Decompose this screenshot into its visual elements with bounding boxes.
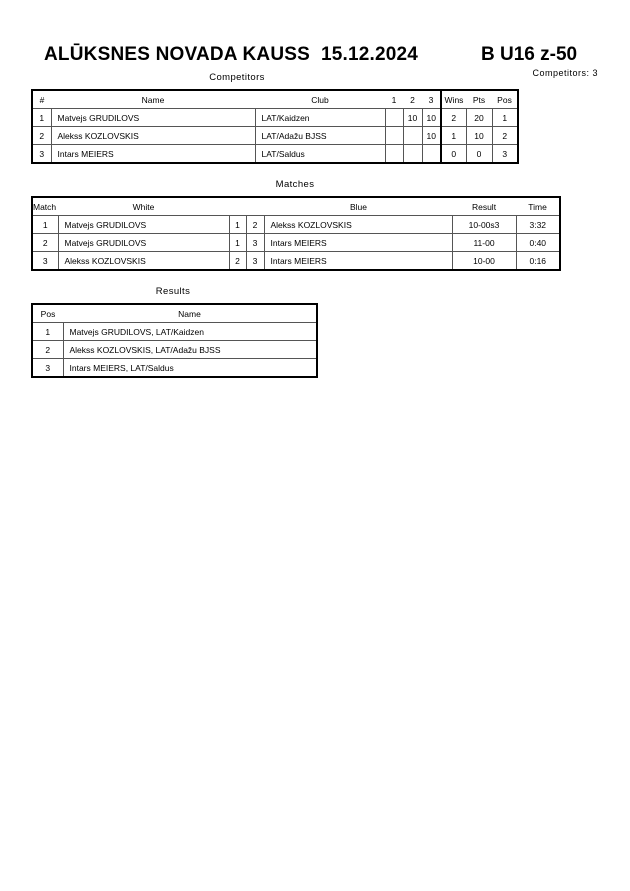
table-cell: Alekss KOZLOVSKIS — [263, 215, 453, 234]
column-header: # — [32, 89, 51, 109]
table-cell — [421, 144, 442, 164]
table-cell: Matvejs GRUDILOVS, LAT/Kaidzen — [62, 322, 318, 341]
table-cell: LAT/Adažu BJSS — [254, 126, 386, 145]
table-cell: 0:16 — [515, 251, 561, 271]
table-cell: Matvejs GRUDILOVS — [57, 215, 230, 234]
column-header: Name — [63, 303, 317, 323]
table-cell: 1 — [440, 126, 467, 145]
table-cell: 10 — [421, 108, 442, 127]
category-title: B U16 z-50 — [481, 44, 578, 65]
table-cell: Alekss KOZLOVSKIS — [50, 126, 256, 145]
table-cell: 2 — [491, 126, 519, 145]
table-cell: 10 — [421, 126, 442, 145]
table-cell: 2 — [31, 233, 59, 252]
table-row: 2 Matvejs GRUDILOVS 1 3 Intars MEIERS 11-00 0:… — [31, 233, 561, 252]
matches-label: Matches — [275, 179, 315, 190]
column-header: Name — [51, 89, 255, 109]
table-cell: 3 — [31, 251, 59, 271]
matches-table: Match White Blue Result Time 1 Matvejs GRUDILO… — [31, 196, 562, 271]
table-cell: 0:40 — [515, 233, 561, 252]
table-cell: 20 — [465, 108, 493, 127]
column-header: 1 — [385, 89, 403, 109]
table-cell: 10 — [402, 108, 423, 127]
table-cell: 1 — [491, 108, 519, 127]
table-cell: 10-00s3 — [451, 215, 517, 234]
table-cell: Intars MEIERS — [263, 251, 453, 271]
table-cell: Matvejs GRUDILOVS — [50, 108, 256, 127]
table-row: 1 Matvejs GRUDILOVS 1 2 Alekss KOZLOVSKIS 10-… — [31, 215, 561, 234]
column-header: Club — [255, 89, 385, 109]
table-row: 2 Alekss KOZLOVSKIS LAT/Adažu BJSS 10 1 10 2 — [31, 126, 519, 145]
table-row: 1 Matvejs GRUDILOVS, LAT/Kaidzen — [31, 322, 318, 341]
column-header: Pos — [492, 89, 518, 109]
column-header: 3 — [422, 89, 441, 109]
table-cell: 10-00 — [451, 251, 517, 271]
competitors-count: Competitors: 3 — [532, 68, 598, 78]
table-row: 1 Matvejs GRUDILOVS LAT/Kaidzen 10 10 2 20 1 — [31, 108, 519, 127]
table-cell: 3 — [31, 358, 64, 378]
competitors-label: Competitors — [209, 72, 265, 83]
table-cell: 1 — [31, 215, 59, 234]
table-cell: LAT/Kaidzen — [254, 108, 386, 127]
table-cell — [402, 144, 423, 164]
table-cell: 11-00 — [451, 233, 517, 252]
column-header: Match — [32, 196, 58, 216]
table-cell: 10 — [465, 126, 493, 145]
table-cell: Alekss KOZLOVSKIS, LAT/Adažu BJSS — [62, 340, 318, 359]
column-header: Pts — [466, 89, 492, 109]
table-cell — [384, 144, 404, 164]
results-table: Pos Name 1 Matvejs GRUDILOVS, LAT/Kaidzen 2 A… — [31, 303, 318, 378]
table-cell — [402, 126, 423, 145]
column-header: Result — [452, 196, 517, 216]
table-cell: 2 — [228, 251, 247, 271]
table-cell: Alekss KOZLOVSKIS — [57, 251, 230, 271]
table-cell: 2 — [245, 215, 265, 234]
column-header: Pos — [32, 303, 63, 323]
column-header: Wins — [440, 89, 466, 109]
table-cell: 3 — [245, 233, 265, 252]
table-cell: LAT/Saldus — [254, 144, 386, 164]
table-cell: 1 — [31, 322, 64, 341]
column-header: Time — [516, 196, 561, 216]
event-title: ALŪKSNES NOVADA KAUSS 15.12.2024 — [44, 44, 419, 65]
table-cell: Matvejs GRUDILOVS — [57, 233, 230, 252]
table-cell: 2 — [31, 126, 52, 145]
table-cell — [384, 108, 404, 127]
table-cell: 3 — [491, 144, 519, 164]
table-row: 3 Intars MEIERS, LAT/Saldus — [31, 358, 318, 378]
table-cell: 3 — [245, 251, 265, 271]
competitors-table: # Name Club 1 2 3 Wins Pts Pos 1 Matvejs GRUDILOVS… — [31, 89, 519, 164]
column-header: Blue — [229, 196, 453, 216]
table-cell: 2 — [31, 340, 64, 359]
table-cell: 1 — [228, 215, 247, 234]
table-cell: 3:32 — [515, 215, 561, 234]
table-cell — [384, 126, 404, 145]
table-cell: Intars MEIERS, LAT/Saldus — [62, 358, 318, 378]
column-header: White — [58, 196, 229, 216]
table-cell: 1 — [31, 108, 52, 127]
table-row: 3 Alekss KOZLOVSKIS 2 3 Intars MEIERS 10-00 0:… — [31, 251, 561, 271]
results-label: Results — [155, 286, 191, 297]
table-cell: 3 — [31, 144, 52, 164]
table-row: 3 Intars MEIERS LAT/Saldus 0 0 3 — [31, 144, 519, 164]
table-cell: 0 — [465, 144, 493, 164]
table-cell: Intars MEIERS — [50, 144, 256, 164]
table-cell: 2 — [440, 108, 467, 127]
table-row: 2 Alekss KOZLOVSKIS, LAT/Adažu BJSS — [31, 340, 318, 359]
table-cell: Intars MEIERS — [263, 233, 453, 252]
table-cell: 1 — [228, 233, 247, 252]
table-cell: 0 — [440, 144, 467, 164]
column-header: 2 — [403, 89, 422, 109]
